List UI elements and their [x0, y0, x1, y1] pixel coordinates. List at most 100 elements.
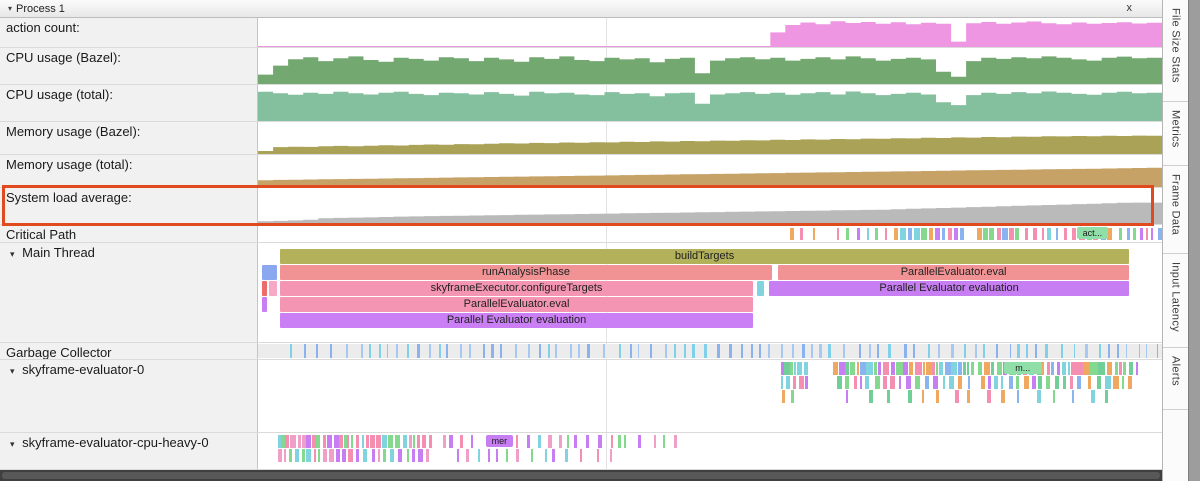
event-tick[interactable] [1053, 390, 1056, 403]
event-tick[interactable] [811, 344, 814, 358]
event-tick[interactable] [1121, 376, 1124, 389]
event-tick[interactable] [1098, 362, 1105, 375]
trace-slice[interactable] [268, 281, 277, 296]
trace-slice[interactable]: ParallelEvaluator.eval [777, 265, 1130, 280]
event-tick[interactable] [928, 344, 930, 358]
memory-total-chart[interactable] [258, 155, 1162, 187]
track-label-garbage-collector[interactable]: Garbage Collector [0, 343, 258, 359]
event-tick[interactable] [1158, 228, 1162, 240]
event-tick[interactable] [1107, 228, 1113, 240]
event-tick[interactable] [988, 376, 991, 389]
event-tick[interactable] [1116, 344, 1120, 358]
event-tick[interactable] [832, 362, 839, 375]
event-tick[interactable] [943, 376, 946, 389]
event-tick[interactable] [312, 435, 316, 448]
event-tick[interactable] [361, 435, 364, 448]
event-tick[interactable] [868, 344, 872, 358]
event-tick[interactable] [967, 376, 970, 389]
event-tick[interactable] [934, 228, 941, 240]
event-tick[interactable] [379, 344, 382, 358]
event-tick[interactable] [945, 362, 951, 375]
event-tick[interactable] [996, 344, 999, 358]
event-tick[interactable] [839, 362, 845, 375]
event-tick[interactable] [804, 362, 809, 375]
event-tick[interactable] [784, 362, 790, 375]
trace-slice[interactable]: Parallel Evaluator evaluation [279, 313, 754, 328]
memory-bazel-chart[interactable] [258, 122, 1162, 154]
event-tick[interactable] [1032, 376, 1036, 389]
event-tick[interactable] [355, 435, 360, 448]
event-tick[interactable] [938, 362, 944, 375]
event-tick[interactable] [963, 344, 967, 358]
tab-input-latency[interactable]: Input Latency [1163, 254, 1188, 348]
event-tick[interactable] [874, 376, 880, 389]
event-tick[interactable] [782, 390, 785, 403]
action-count-chart[interactable] [258, 18, 1162, 47]
event-tick[interactable] [936, 390, 940, 403]
event-tick[interactable] [947, 228, 953, 240]
track-label-skyframe-evaluator-0[interactable]: ▾ skyframe-evaluator-0 [0, 360, 258, 432]
event-tick[interactable] [611, 435, 614, 448]
event-tick[interactable] [819, 344, 823, 358]
event-tick[interactable] [793, 376, 797, 389]
event-tick[interactable] [842, 344, 845, 358]
event-tick[interactable] [797, 362, 803, 375]
event-tick[interactable] [1061, 362, 1066, 375]
event-tick[interactable] [342, 449, 347, 462]
event-tick[interactable] [983, 228, 988, 240]
event-tick[interactable] [1000, 376, 1003, 389]
event-tick[interactable] [942, 228, 946, 240]
event-tick[interactable] [284, 435, 289, 448]
counter-chart-area[interactable] [258, 48, 1162, 84]
event-tick[interactable] [1132, 228, 1137, 240]
event-tick[interactable] [417, 435, 421, 448]
event-tick[interactable] [355, 449, 360, 462]
event-tick[interactable] [466, 449, 470, 462]
event-tick[interactable] [692, 344, 695, 358]
counter-chart-area[interactable] [258, 85, 1162, 121]
event-tick[interactable] [382, 449, 386, 462]
event-tick[interactable] [389, 449, 395, 462]
event-tick[interactable] [1071, 228, 1077, 240]
event-tick[interactable] [867, 228, 870, 240]
counter-chart-area[interactable] [258, 18, 1162, 47]
event-tick[interactable] [290, 435, 296, 448]
event-tick[interactable] [876, 344, 880, 358]
event-tick[interactable] [895, 362, 900, 375]
event-tick[interactable] [914, 228, 921, 240]
event-tick[interactable] [488, 449, 491, 462]
trace-slice[interactable]: ParallelEvaluator.eval [279, 297, 754, 312]
vertical-scrollbar[interactable] [1188, 0, 1200, 481]
event-tick[interactable] [899, 362, 903, 375]
event-tick[interactable] [997, 362, 1003, 375]
event-tick[interactable] [1009, 228, 1014, 240]
event-tick[interactable] [603, 344, 606, 358]
tab-frame-data[interactable]: Frame Data [1163, 166, 1188, 254]
event-tick[interactable] [395, 435, 400, 448]
event-tick[interactable] [422, 435, 427, 448]
event-tick[interactable] [925, 376, 929, 389]
event-tick[interactable] [596, 449, 600, 462]
event-tick[interactable] [750, 344, 753, 358]
event-tick[interactable] [1145, 344, 1148, 358]
track-label-memory-bazel[interactable]: Memory usage (Bazel): [0, 122, 258, 154]
event-tick[interactable] [874, 228, 878, 240]
event-tick[interactable] [929, 362, 932, 375]
event-tick[interactable] [717, 344, 720, 358]
event-tick[interactable] [653, 435, 656, 448]
event-tick[interactable] [889, 376, 895, 389]
event-tick[interactable] [277, 449, 282, 462]
event-tick[interactable] [395, 344, 398, 358]
event-tick[interactable] [1114, 362, 1119, 375]
event-tick[interactable] [845, 376, 849, 389]
event-tick[interactable] [883, 376, 887, 389]
event-tick[interactable] [406, 449, 410, 462]
event-tick[interactable] [315, 435, 321, 448]
event-tick[interactable] [805, 376, 809, 389]
event-tick[interactable] [306, 449, 311, 462]
event-tick[interactable] [315, 344, 318, 358]
event-tick[interactable] [845, 362, 850, 375]
event-tick[interactable] [579, 449, 583, 462]
event-tick[interactable] [530, 449, 533, 462]
event-tick[interactable] [346, 435, 350, 448]
